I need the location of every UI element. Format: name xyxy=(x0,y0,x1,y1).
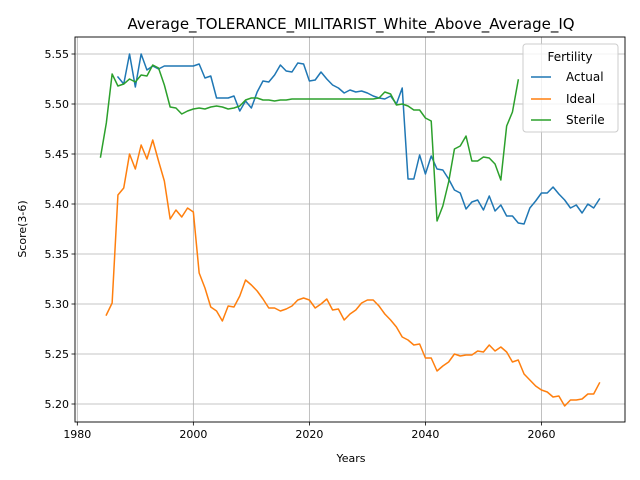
y-tick-label: 5.40 xyxy=(45,198,70,211)
y-tick-label: 5.45 xyxy=(45,148,70,161)
legend-label-sterile: Sterile xyxy=(566,113,605,127)
x-axis-label: Years xyxy=(335,452,365,465)
y-tick-label: 5.35 xyxy=(45,248,70,261)
legend-label-actual: Actual xyxy=(566,70,604,84)
series-line-sterile xyxy=(99,64,520,222)
chart-title: Average_TOLERANCE_MILITARIST_White_Above… xyxy=(127,15,574,34)
x-tick-label: 2060 xyxy=(527,428,555,441)
legend-title: Fertility xyxy=(547,50,592,64)
legend-label-ideal: Ideal xyxy=(566,92,595,106)
legend-entry-actual: Actual xyxy=(531,70,604,84)
ticks: 1980 2000 2020 2040 2060 5.20 5.25 5.30 5.35 5.40… xyxy=(45,48,556,441)
y-tick-label: 5.20 xyxy=(45,398,70,411)
legend-box xyxy=(522,43,619,133)
x-tick-label: 2000 xyxy=(179,428,207,441)
y-tick-label: 5.30 xyxy=(45,298,70,311)
legend: Fertility Actual Ideal Sterile xyxy=(522,43,619,133)
x-tick-label: 2020 xyxy=(295,428,323,441)
legend-entry-ideal: Ideal xyxy=(531,92,595,106)
y-tick-label: 5.50 xyxy=(45,98,70,111)
series-layer xyxy=(99,53,601,407)
legend-entry-sterile: Sterile xyxy=(531,113,605,127)
x-tick-label: 1980 xyxy=(63,428,91,441)
y-tick-label: 5.25 xyxy=(45,348,70,361)
series-line-ideal xyxy=(105,139,601,407)
plot-frame xyxy=(74,36,626,423)
y-tick-label: 5.55 xyxy=(45,48,70,61)
series-line-actual xyxy=(116,53,601,225)
y-axis-label: Score(3-6) xyxy=(16,200,29,257)
x-tick-label: 2040 xyxy=(411,428,439,441)
